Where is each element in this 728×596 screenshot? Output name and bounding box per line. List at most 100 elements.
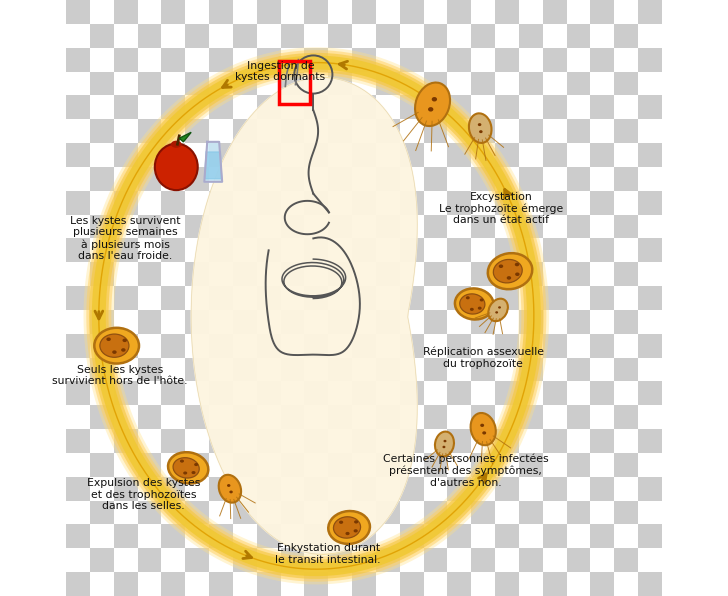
Bar <box>185 477 209 501</box>
Bar <box>376 334 400 358</box>
Bar <box>233 167 257 191</box>
Bar <box>257 548 280 572</box>
Bar <box>519 48 543 72</box>
Bar <box>233 215 257 238</box>
Ellipse shape <box>194 463 198 466</box>
Bar <box>328 72 352 95</box>
Bar <box>233 453 257 477</box>
Bar <box>185 405 209 429</box>
Bar <box>328 572 352 596</box>
Bar <box>543 191 566 215</box>
Bar <box>66 238 90 262</box>
Bar <box>471 548 495 572</box>
Bar <box>185 262 209 286</box>
Bar <box>448 572 471 596</box>
Bar <box>90 143 114 167</box>
Bar <box>114 238 138 262</box>
Bar <box>662 358 686 381</box>
Bar <box>90 24 114 48</box>
Bar <box>233 429 257 453</box>
Bar <box>590 477 614 501</box>
Bar <box>280 0 304 24</box>
Bar <box>304 453 328 477</box>
Bar <box>352 72 376 95</box>
Bar <box>304 501 328 524</box>
Bar <box>328 48 352 72</box>
Bar <box>209 405 233 429</box>
Bar <box>543 358 566 381</box>
Bar <box>66 119 90 143</box>
Bar <box>257 453 280 477</box>
Bar <box>424 167 448 191</box>
Bar <box>257 215 280 238</box>
Bar <box>90 167 114 191</box>
Bar <box>352 501 376 524</box>
Bar <box>280 215 304 238</box>
Bar <box>66 334 90 358</box>
Bar <box>495 548 519 572</box>
Bar <box>424 405 448 429</box>
Bar <box>257 0 280 24</box>
Bar <box>519 143 543 167</box>
Bar <box>566 405 590 429</box>
Bar <box>280 262 304 286</box>
Bar <box>114 167 138 191</box>
Bar <box>352 477 376 501</box>
Bar <box>233 143 257 167</box>
Bar <box>400 0 424 24</box>
Ellipse shape <box>443 446 446 448</box>
Bar <box>638 191 662 215</box>
Bar <box>209 524 233 548</box>
Bar <box>304 548 328 572</box>
Bar <box>209 72 233 95</box>
Bar <box>209 310 233 334</box>
Bar <box>662 24 686 48</box>
Bar <box>138 286 162 310</box>
Bar <box>185 0 209 24</box>
Bar <box>638 453 662 477</box>
Bar <box>185 95 209 119</box>
Bar <box>304 24 328 48</box>
Bar <box>352 358 376 381</box>
Bar <box>566 381 590 405</box>
Bar <box>233 548 257 572</box>
Text: Excystation
Le trophozoïte émerge
dans un état actif: Excystation Le trophozoïte émerge dans u… <box>439 192 563 225</box>
Bar <box>257 238 280 262</box>
Bar <box>566 477 590 501</box>
Bar <box>400 334 424 358</box>
Bar <box>590 191 614 215</box>
Bar <box>304 215 328 238</box>
Bar <box>471 358 495 381</box>
Bar <box>257 143 280 167</box>
Bar <box>471 453 495 477</box>
Bar <box>590 72 614 95</box>
Bar <box>376 48 400 72</box>
Bar <box>138 453 162 477</box>
Bar <box>471 286 495 310</box>
Bar <box>138 358 162 381</box>
Bar <box>257 310 280 334</box>
Bar <box>138 429 162 453</box>
Bar <box>376 191 400 215</box>
Bar <box>257 477 280 501</box>
Bar <box>448 524 471 548</box>
Bar <box>543 405 566 429</box>
Bar <box>400 405 424 429</box>
Bar <box>138 215 162 238</box>
Bar <box>519 358 543 381</box>
Bar <box>257 358 280 381</box>
Bar <box>448 167 471 191</box>
Bar <box>185 334 209 358</box>
Bar <box>352 405 376 429</box>
Bar <box>424 238 448 262</box>
Bar <box>352 262 376 286</box>
Bar <box>543 310 566 334</box>
Bar <box>495 381 519 405</box>
Bar <box>138 548 162 572</box>
Text: Seuls les kystes
survivient hors de l'hôte.: Seuls les kystes survivient hors de l'hô… <box>52 365 187 386</box>
Bar <box>209 119 233 143</box>
Bar <box>257 262 280 286</box>
Bar <box>638 95 662 119</box>
Bar <box>519 238 543 262</box>
Bar <box>304 429 328 453</box>
